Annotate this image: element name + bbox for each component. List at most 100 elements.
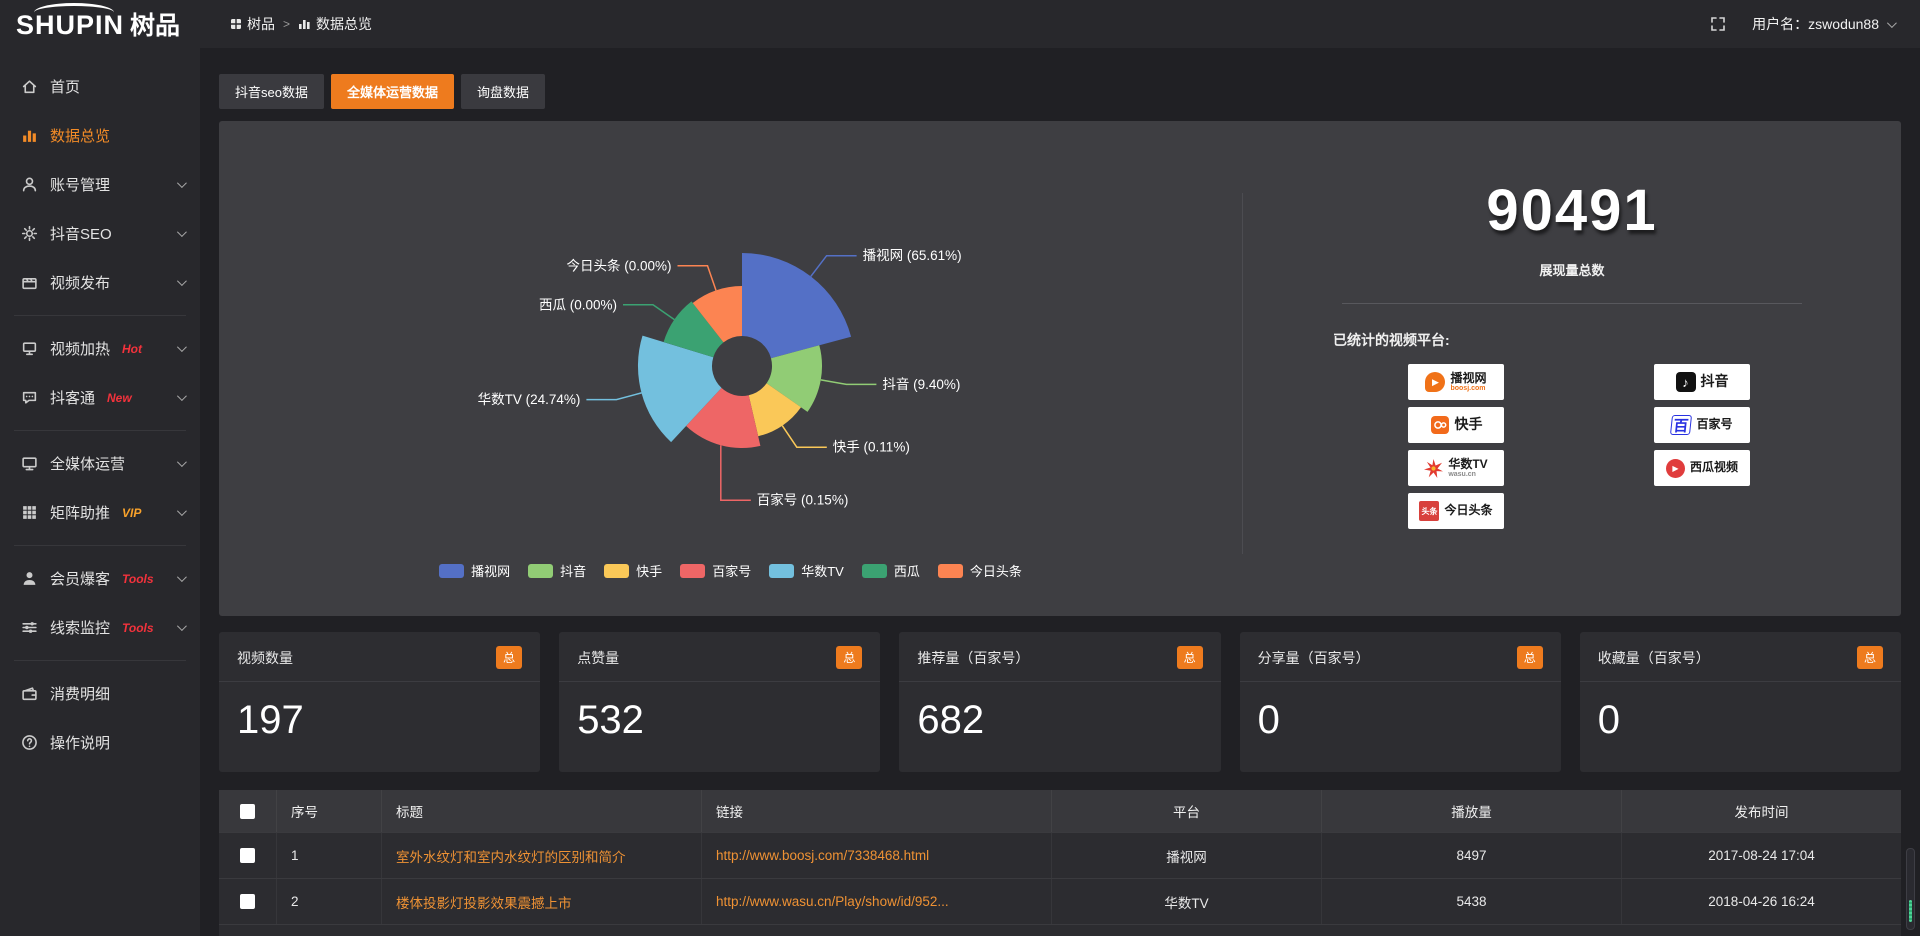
pie-slice[interactable] xyxy=(663,301,724,358)
toutiao-logo-icon: 头条 xyxy=(1419,501,1440,521)
stat-card-video-count: 视频数量 总 197 xyxy=(219,632,541,772)
chart-icon xyxy=(20,127,38,145)
sidebar-item-doukoetong[interactable]: 抖客通 New xyxy=(0,373,200,422)
scrollbar[interactable] xyxy=(1906,848,1915,930)
platform-logos-right: 抖音 百 百家号 西瓜视频 xyxy=(1654,364,1750,529)
legend-swatch xyxy=(439,563,465,578)
pie-chart-area: 播视网 (65.61%) 抖音 (9.40%) 快手 (0.11%) 百家号 (0.1… xyxy=(219,121,1242,616)
stat-card-value: 0 xyxy=(1597,698,1621,742)
pie-slice[interactable] xyxy=(637,335,722,443)
legend-item[interactable]: 华数TV xyxy=(769,561,844,580)
cell-index: 1 xyxy=(277,833,382,878)
kuaishou-logo-icon xyxy=(1430,416,1449,434)
col-header-title: 标题 xyxy=(382,790,702,832)
sidebar-item-label: 线索监控 xyxy=(50,620,111,637)
sidebar-item-video-publish[interactable]: 视频发布 xyxy=(0,258,200,307)
legend-swatch xyxy=(861,563,887,578)
sidebar-divider xyxy=(14,660,186,661)
select-all-checkbox[interactable] xyxy=(240,803,255,819)
topbar-right: 用户名：zswodun88 xyxy=(1710,14,1920,34)
sidebar-item-lead-monitor[interactable]: 线索监控 Tools xyxy=(0,603,200,652)
total-impressions-value: 90491 xyxy=(1486,178,1658,243)
total-badge[interactable]: 总 xyxy=(836,646,863,669)
douyin-logo-icon xyxy=(1675,372,1696,392)
row-checkbox[interactable] xyxy=(240,848,255,863)
pie-slice-label: 播视网 (65.61%) xyxy=(863,248,962,263)
sidebar-item-spend-detail[interactable]: 消费明细 xyxy=(0,669,200,718)
platform-badge-baijiahao: 百 百家号 xyxy=(1654,407,1750,443)
gear-icon xyxy=(20,225,38,243)
legend-item[interactable]: 播视网 xyxy=(439,561,510,580)
total-impressions-label: 展现量总数 xyxy=(1539,263,1605,278)
logo-cn-text: 树品 xyxy=(130,12,181,40)
legend-item[interactable]: 快手 xyxy=(604,561,662,580)
sidebar-item-label: 首页 xyxy=(50,79,81,96)
user-menu[interactable]: 用户名：zswodun88 xyxy=(1752,14,1897,34)
breadcrumb-root[interactable]: 树品 xyxy=(230,14,275,34)
sidebar-item-omnimedia[interactable]: 全媒体运营 xyxy=(0,439,200,488)
sidebar-item-help[interactable]: 操作说明 xyxy=(0,718,200,767)
chevron-down-icon xyxy=(176,276,187,287)
cell-published: 2018-04-26 16:24 xyxy=(1708,894,1815,909)
legend-item[interactable]: 西瓜 xyxy=(861,561,920,580)
help-icon xyxy=(20,734,38,752)
tab-inquiry-data[interactable]: 询盘数据 xyxy=(460,74,545,109)
tab-douyin-seo[interactable]: 抖音seo数据 xyxy=(219,74,324,109)
platform-name: 播视网 xyxy=(1450,370,1487,385)
table-row-partial xyxy=(219,924,1901,936)
platform-badge-toutiao: 头条 今日头条 xyxy=(1408,493,1504,529)
col-header-published: 发布时间 xyxy=(1734,805,1789,820)
logo-en-text: SHUPIN xyxy=(16,3,125,40)
breadcrumb-root-label: 树品 xyxy=(247,16,275,32)
platforms-label: 已统计的视频平台: xyxy=(1333,332,1450,348)
sidebar-item-data-overview[interactable]: 数据总览 xyxy=(0,111,200,160)
platform-badge-xigua: 西瓜视频 xyxy=(1654,450,1750,486)
sidebar-item-douyin-seo[interactable]: 抖音SEO xyxy=(0,209,200,258)
pie-slice-label: 抖音 (9.40%) xyxy=(882,376,960,392)
hot-badge: Hot xyxy=(122,341,143,356)
legend-item[interactable]: 百家号 xyxy=(680,561,751,580)
cell-published: 2017-08-24 17:04 xyxy=(1708,848,1815,863)
pie-label-line xyxy=(720,445,751,501)
scrollbar-thumb[interactable] xyxy=(1909,900,1912,922)
chevron-down-icon xyxy=(176,506,187,517)
chevron-down-icon xyxy=(176,391,187,402)
pie-slice[interactable] xyxy=(742,253,852,359)
stat-cards: 视频数量 总 197 点赞量 总 532 推荐量（百家号） 总 682 分享量（百家号… xyxy=(219,632,1901,772)
total-badge[interactable]: 总 xyxy=(496,646,523,669)
sidebar-item-video-heat[interactable]: 视频加热 Hot xyxy=(0,324,200,373)
total-badge[interactable]: 总 xyxy=(1176,646,1203,669)
sidebar-item-home[interactable]: 首页 xyxy=(0,62,200,111)
breadcrumb-current[interactable]: 数据总览 xyxy=(298,14,372,34)
pie-slice[interactable] xyxy=(686,387,761,448)
stat-card-title: 推荐量（百家号） xyxy=(917,649,1030,666)
row-checkbox[interactable] xyxy=(240,894,255,909)
legend-swatch xyxy=(604,563,630,578)
fullscreen-icon[interactable] xyxy=(1710,16,1726,32)
stat-card-likes: 点赞量 总 532 xyxy=(559,632,881,772)
video-title-link[interactable]: 楼体投影灯投影效果震撼上市 xyxy=(396,895,572,911)
legend-label: 华数TV xyxy=(801,564,844,579)
legend-item[interactable]: 抖音 xyxy=(528,561,586,580)
video-url-link[interactable]: http://www.wasu.cn/Play/show/id/952... xyxy=(716,894,949,909)
pie-slice[interactable] xyxy=(748,383,801,437)
member-icon xyxy=(20,570,38,588)
total-badge[interactable]: 总 xyxy=(1516,646,1543,669)
sidebar-item-account[interactable]: 账号管理 xyxy=(0,160,200,209)
tab-omnimedia-data[interactable]: 全媒体运营数据 xyxy=(330,74,454,109)
pie-slice[interactable] xyxy=(692,286,742,343)
data-tabs: 抖音seo数据 全媒体运营数据 询盘数据 xyxy=(219,74,1901,109)
sidebar-item-label: 操作说明 xyxy=(50,735,111,752)
sidebar-item-member-burst[interactable]: 会员爆客 Tools xyxy=(0,554,200,603)
sidebar-item-matrix-boost[interactable]: 矩阵助推 VIP xyxy=(0,488,200,537)
sidebar-item-label: 全媒体运营 xyxy=(50,456,126,473)
video-url-link[interactable]: http://www.boosj.com/7338468.html xyxy=(716,848,930,863)
pie-slice[interactable] xyxy=(766,345,823,412)
legend-swatch xyxy=(769,563,795,578)
legend-item[interactable]: 今日头条 xyxy=(937,561,1022,580)
pie-label-line xyxy=(820,379,877,386)
total-badge[interactable]: 总 xyxy=(1856,646,1883,669)
video-title-link[interactable]: 室外水纹灯和室内水纹灯的区别和简介 xyxy=(396,849,626,865)
sidebar-item-label: 会员爆客 xyxy=(50,571,111,588)
